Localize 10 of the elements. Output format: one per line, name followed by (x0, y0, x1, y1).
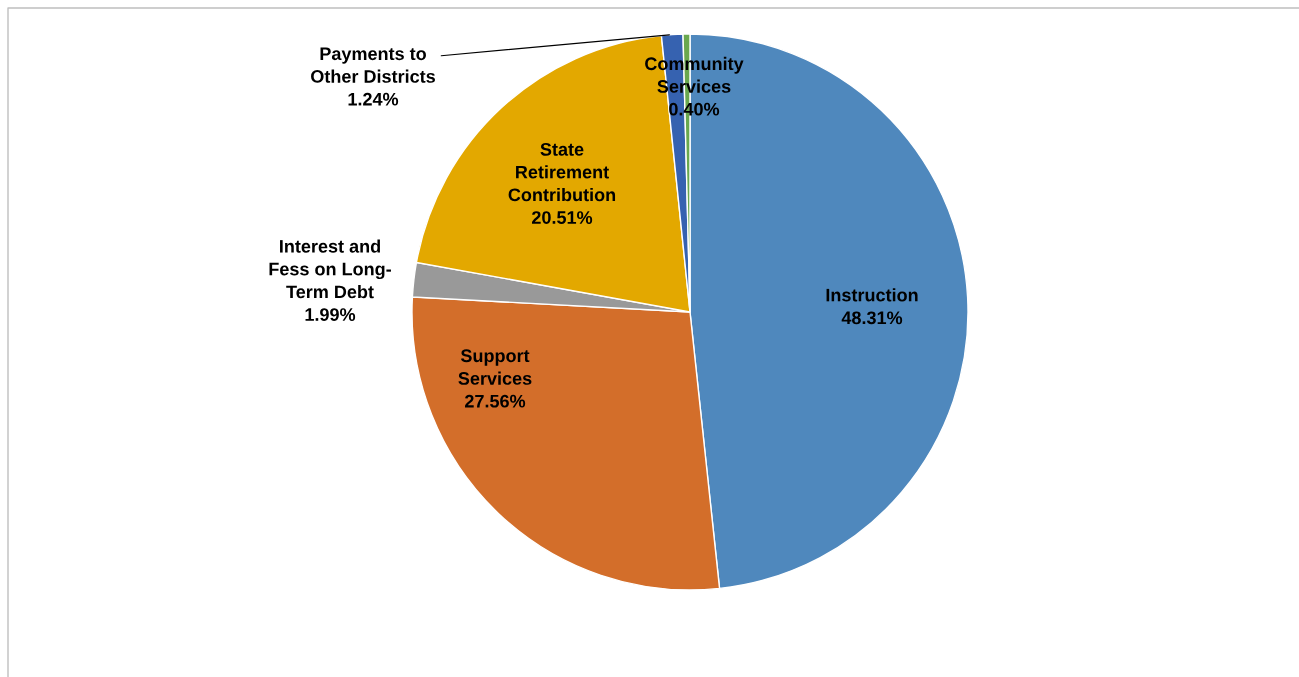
data-label: 48.31% (841, 311, 903, 325)
slice-label: Support Services (458, 349, 532, 385)
slice-label: Interest and Fess on Long- Term Debt (269, 239, 391, 299)
data-label: 1.99% (305, 308, 356, 321)
slice-label: Instruction (826, 288, 918, 302)
slice-label: State Retirement Contribution (508, 142, 616, 202)
data-label: 27.56% (465, 394, 526, 408)
data-label: 1.24% (348, 92, 399, 106)
slice-label: Payments to Other Districts (311, 47, 435, 83)
data-label: 20.51% (532, 211, 593, 224)
